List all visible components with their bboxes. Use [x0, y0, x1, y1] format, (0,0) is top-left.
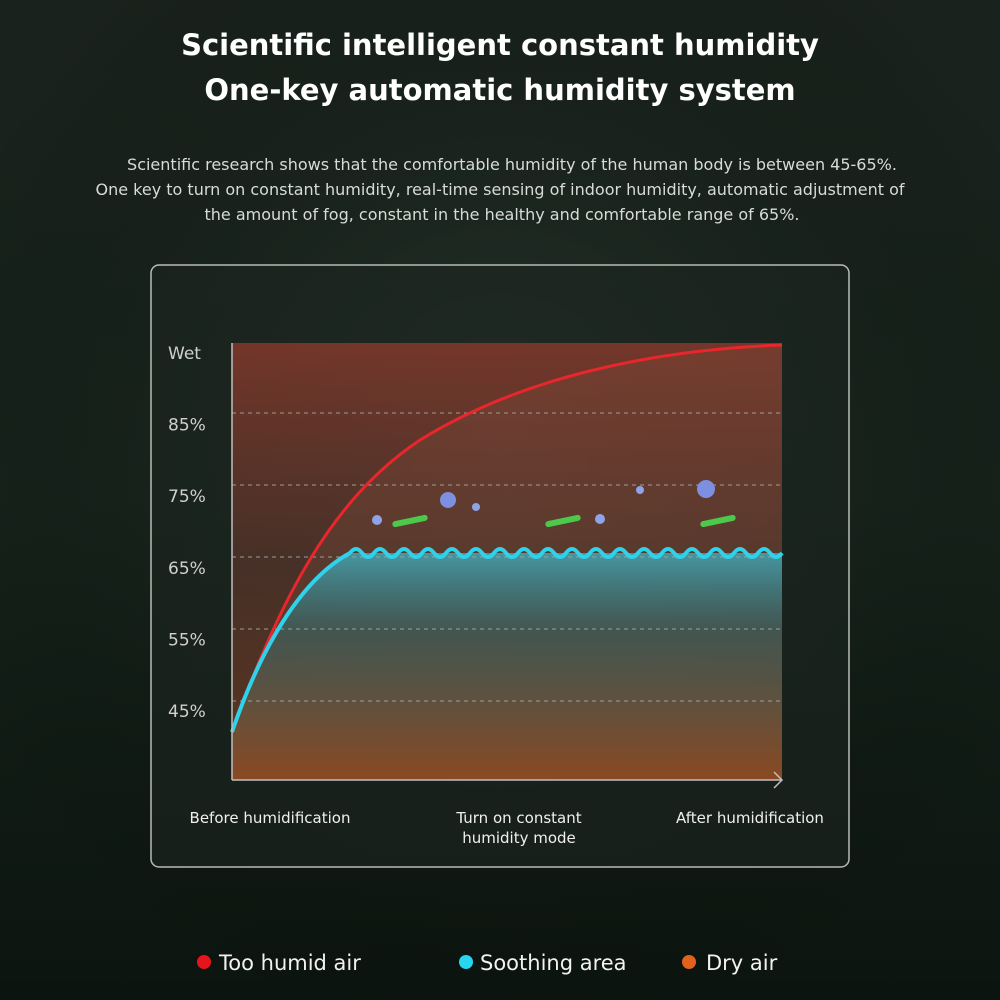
- soothing-wave: [348, 547, 784, 559]
- x-axis-label: Turn on constant: [455, 809, 581, 827]
- x-axis-label: humidity mode: [462, 829, 576, 847]
- description-line: the amount of fog, constant in the healt…: [204, 205, 799, 224]
- legend-dot: [197, 955, 211, 969]
- legend-label: Too humid air: [218, 951, 361, 975]
- title-line: One-key automatic humidity system: [204, 73, 795, 107]
- legend-label: Dry air: [706, 951, 778, 975]
- x-axis-arrow: [773, 771, 784, 789]
- y-axis-label: 55%: [168, 630, 206, 650]
- soothing-area: [232, 553, 782, 780]
- legend-dot: [459, 955, 473, 969]
- legend-dot: [682, 955, 696, 969]
- y-axis-label: 45%: [168, 702, 206, 722]
- description-line: Scientific research shows that the comfo…: [127, 155, 897, 174]
- x-axis-label: After humidification: [676, 809, 824, 827]
- humid-curve: [230, 343, 783, 733]
- y-axis-label: 75%: [168, 487, 206, 507]
- description-line: One key to turn on constant humidity, re…: [96, 180, 905, 199]
- bacteria-icons: [372, 480, 736, 528]
- y-axis-label: 85%: [168, 416, 206, 436]
- soothing-curve: [230, 551, 351, 733]
- y-axis-label: Wet: [168, 344, 201, 364]
- y-axis-label: 65%: [168, 559, 206, 579]
- grid-lines: [232, 412, 782, 702]
- x-axis-label: Before humidification: [190, 809, 351, 827]
- title-line: Scientific intelligent constant humidity: [181, 28, 819, 62]
- legend-label: Soothing area: [480, 951, 627, 975]
